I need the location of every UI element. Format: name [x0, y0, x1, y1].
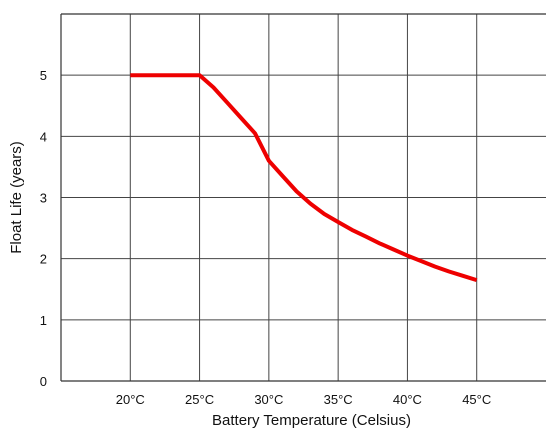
y-tick-label: 0 [40, 374, 47, 389]
x-tick-label: 25°C [185, 392, 214, 407]
x-tick-label: 30°C [254, 392, 283, 407]
y-tick-label: 4 [40, 129, 47, 144]
plot-frame [60, 13, 546, 382]
series-line-0 [130, 73, 478, 283]
y-tick-label: 3 [40, 191, 47, 206]
grid-lines [61, 14, 546, 381]
y-tick-label: 1 [40, 313, 47, 328]
x-tick-label: 20°C [116, 392, 145, 407]
x-tick-label: 40°C [393, 392, 422, 407]
x-axis-title: Battery Temperature (Celsius) [212, 412, 411, 428]
x-tick-labels: 20°C 25°C 30°C 35°C 40°C 45°C [116, 392, 491, 407]
x-tick-label: 35°C [324, 392, 353, 407]
y-axis-title: Float Life (years) [8, 141, 25, 254]
y-tick-label: 2 [40, 252, 47, 267]
x-tick-label: 45°C [462, 392, 491, 407]
y-tick-labels: 0 1 2 3 4 5 [40, 68, 47, 389]
series-layer [130, 73, 478, 283]
y-tick-label: 5 [40, 68, 47, 83]
